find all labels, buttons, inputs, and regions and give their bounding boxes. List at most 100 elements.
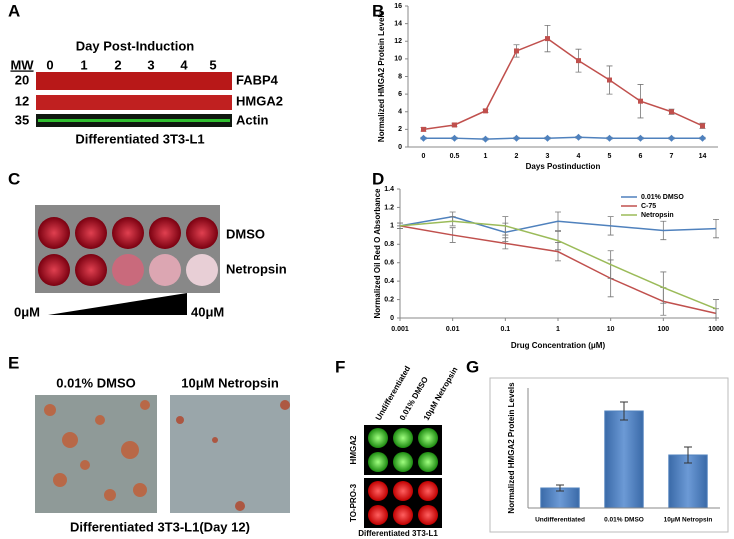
panel-label: F [335,357,345,376]
marker [669,109,674,115]
panel-label: D [372,169,384,188]
panel-label: C [8,169,20,188]
marker [699,134,706,142]
marker [607,77,612,83]
y-tick-label: 4 [398,109,402,116]
marker [420,134,427,142]
y-tick-label: 8 [398,73,402,80]
x-tick-label: 0 [422,153,426,160]
y-tick-label: 14 [394,20,402,27]
marker [513,134,520,142]
micrograph-label: 0.01% DMSO [56,375,135,390]
mw-value: 12 [15,93,29,108]
series-line [423,37,703,131]
day-label: 4 [180,57,188,72]
marker [483,108,488,114]
x-tick-label: 3 [546,153,550,160]
series-line [399,220,717,310]
marker [451,134,458,142]
panel-label: A [8,1,20,20]
blot-row-label: Actin [236,112,269,127]
legend-label: Netropsin [641,212,674,219]
marker [700,123,705,129]
marker [482,135,489,143]
y-tick-label: 12 [394,38,402,45]
y-tick-label: 0.4 [384,278,394,285]
x-tick-label: 0.01% DMSO [604,517,644,524]
dot-caption: Differentiated 3T3-L1 [358,529,438,538]
y-axis-label: Normalized HMGA2 Protein Levels [507,382,516,514]
well-row-label: DMSO [226,226,265,241]
y-tick-label: 2 [398,126,402,133]
panel-label: B [372,1,384,20]
dose-wedge [48,293,187,315]
x-axis-label: Drug Concentration (μM) [511,341,606,350]
day-label: 1 [80,57,87,72]
x-tick-label: 100 [657,326,669,333]
dots [368,428,438,472]
y-tick-label: 10 [394,56,402,63]
x-tick-label: 10 [607,326,615,333]
y-tick-label: 0.2 [384,296,394,303]
marker [576,58,581,64]
marker [545,36,550,42]
y-tick-label: 1.2 [384,204,394,211]
x-tick-label: 7 [670,153,674,160]
x-tick-label: 0.1 [500,326,510,333]
dose-high: 40μM [191,304,224,319]
x-tick-label: 6 [639,153,643,160]
blot-band [38,119,230,122]
y-tick-label: 0 [398,144,402,151]
mw-value: 20 [15,72,29,87]
micrograph-caption: Differentiated 3T3-L1(Day 12) [70,519,250,534]
micrograph [170,395,290,513]
chart-frame [489,377,729,533]
x-tick-label: 0.01 [446,326,460,333]
legend-label: C-75 [641,203,656,210]
marker [637,134,644,142]
y-tick-label: 1.4 [384,186,394,193]
y-tick-label: 6 [398,91,402,98]
legend-label: 0.01% DMSO [641,194,684,201]
y-axis-label: Normalized HMGA2 Protein Levels [377,10,386,142]
x-tick-label: Undifferentiated [535,517,585,524]
blot-band [36,95,232,110]
x-tick-label: 10μM Netropsin [664,517,713,524]
marker [606,134,613,142]
y-tick-label: 16 [394,3,402,10]
dot-column-label: 10μM Netropsin [422,365,460,422]
x-tick-label: 5 [608,153,612,160]
day-label: 5 [209,57,216,72]
marker [514,48,519,54]
dot-row-label: HMGA2 [349,435,358,464]
x-axis-label: Days Postinduction [526,162,601,171]
blot-row-label: FABP4 [236,72,279,87]
x-tick-label: 14 [699,153,707,160]
marker [575,133,582,141]
marker [421,126,426,132]
well-row-label: Netropsin [226,261,287,276]
mw-header: MW [10,57,34,72]
x-tick-label: 2 [515,153,519,160]
dots [368,481,438,525]
blot-caption: Differentiated 3T3-L1 [75,131,204,146]
day-label: 3 [147,57,154,72]
mw-value: 35 [15,112,29,127]
dot-row-label: TO-PRO-3 [349,483,358,522]
blot-title: Day Post-Induction [76,38,195,53]
x-tick-label: 1 [484,153,488,160]
y-tick-label: 0.6 [384,260,394,267]
x-tick-label: 1 [556,326,560,333]
wells [38,217,218,286]
marker [452,122,457,128]
y-tick-label: 0.8 [384,241,394,248]
marker [668,134,675,142]
error-bar [556,484,564,492]
lipid-droplets [176,400,290,511]
bar [604,410,644,509]
marker [544,134,551,142]
x-tick-label: 1000 [708,326,724,333]
error-bar [620,401,628,421]
y-tick-label: 1 [390,223,394,230]
